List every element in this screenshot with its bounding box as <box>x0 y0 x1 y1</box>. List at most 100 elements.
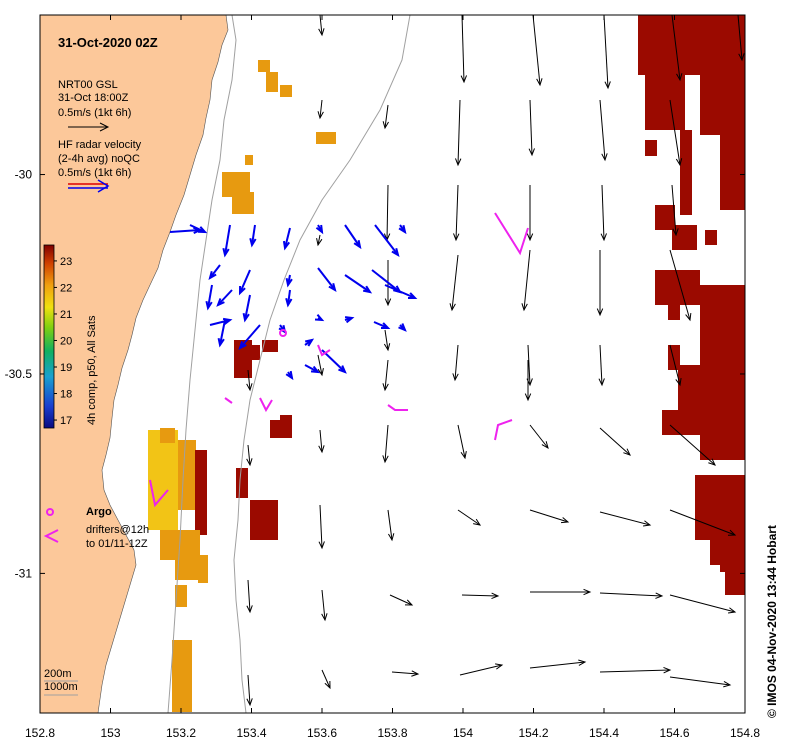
radar-arrow <box>344 316 355 324</box>
model-arrow <box>529 659 587 669</box>
sst-cell <box>236 468 248 498</box>
radar-arrow <box>189 224 208 234</box>
model-arrow <box>526 185 534 242</box>
model-arrow <box>669 676 732 688</box>
sst-cell <box>645 140 657 156</box>
legend-drifters-line1: drifters@12h <box>86 524 149 536</box>
coastline-land <box>40 15 229 713</box>
legend-isobath-1000: 1000m <box>44 681 78 693</box>
legend-drifters: Argo drifters@12h to 01/11-12Z <box>43 506 149 550</box>
model-arrow <box>317 99 324 120</box>
radar-arrow <box>374 224 400 258</box>
colorbar-tick-label: 20 <box>60 335 72 347</box>
model-arrow <box>382 104 389 130</box>
colorbar-label: 4h comp, p50, All Sats <box>86 315 98 425</box>
x-tick-label: 154.2 <box>518 726 548 740</box>
radar-arrow <box>315 224 324 235</box>
sst-cell <box>178 440 196 510</box>
sst-cell <box>316 132 336 144</box>
sst-cell <box>175 585 187 607</box>
model-arrow <box>532 15 543 87</box>
model-arrow <box>382 424 389 464</box>
radar-arrow <box>285 274 293 288</box>
radar-arrow <box>314 314 325 322</box>
radar-arrow <box>373 321 391 330</box>
model-arrow <box>459 663 504 676</box>
y-tick-label: -30 <box>15 168 33 182</box>
model-arrow <box>599 511 652 527</box>
x-tick-label: 153 <box>100 726 120 740</box>
axis-ticks <box>39 15 746 713</box>
radar-arrow <box>285 289 293 308</box>
sst-cell <box>720 135 745 210</box>
radar-arrow <box>238 269 251 296</box>
drifter-marker-icon <box>43 529 59 543</box>
model-arrow <box>391 670 420 677</box>
x-tick-label: 152.8 <box>25 726 55 740</box>
model-arrow <box>524 360 532 402</box>
model-arrow <box>600 184 607 242</box>
model-arrow <box>382 359 389 392</box>
model-arrow <box>461 592 500 600</box>
radar-arrow <box>344 274 373 294</box>
colorbar-tick-label: 17 <box>60 415 72 427</box>
sst-cell <box>198 555 208 583</box>
sst-cell <box>638 15 745 75</box>
model-arrow <box>318 429 325 454</box>
model-arrow <box>455 99 462 167</box>
sst-cell <box>720 560 732 572</box>
radar-arrow <box>344 224 362 250</box>
x-tick-label: 153.8 <box>377 726 407 740</box>
radar-arrow <box>249 224 257 248</box>
sst-cell <box>258 60 270 72</box>
legend-model-arrow <box>68 122 110 132</box>
radar-arrow <box>285 370 294 381</box>
credit-label: © IMOS 04-Nov-2020 13:44 Hobart <box>765 525 779 718</box>
model-arrow <box>529 424 549 450</box>
legend-radar-line1: HF radar velocity <box>58 139 142 151</box>
model-arrow <box>321 589 328 622</box>
y-tick-label: -31 <box>15 566 33 580</box>
model-arrow <box>318 15 325 37</box>
model-arrow <box>246 674 253 707</box>
drifter-tracks <box>149 212 529 508</box>
model-arrow <box>596 250 604 317</box>
drifter-track <box>149 479 169 508</box>
model-arrow <box>246 444 253 467</box>
colorbar-ticks: 17 18 19 20 21 22 23 <box>54 256 72 427</box>
model-arrow <box>671 184 679 237</box>
drifter-track <box>224 397 233 404</box>
sst-cell <box>700 75 745 135</box>
map-title: 31-Oct-2020 02Z <box>58 35 158 50</box>
model-arrow <box>603 15 611 90</box>
model-arrow <box>737 15 745 62</box>
radar-arrow <box>282 227 291 251</box>
sst-cell <box>148 430 178 530</box>
isobath-1000m <box>233 15 411 713</box>
sst-cell <box>700 420 745 460</box>
y-axis-tick-labels: -30 -30.5 -31 <box>5 168 33 581</box>
legend-drifters-line2: to 01/11-12Z <box>86 538 148 550</box>
model-arrow <box>599 666 672 674</box>
drifter-track <box>387 404 408 411</box>
x-tick-label: 153.6 <box>307 726 337 740</box>
model-arrow <box>669 509 737 536</box>
model-arrow <box>457 509 482 526</box>
radar-velocity-arrows <box>169 224 418 381</box>
sst-cell <box>668 345 680 370</box>
model-arrow <box>321 669 331 690</box>
model-arrow <box>387 509 395 542</box>
model-arrow <box>599 427 631 456</box>
colorbar-gradient <box>43 244 55 429</box>
model-arrow <box>529 509 570 524</box>
isobath-lines <box>167 15 411 713</box>
colorbar-tick-label: 19 <box>60 362 72 374</box>
model-arrow <box>599 592 664 599</box>
x-tick-label: 154.6 <box>659 726 689 740</box>
drifter-track <box>494 212 529 256</box>
sst-cell <box>280 415 292 427</box>
legend-model-line3: 0.5m/s (1kt 6h) <box>58 107 131 119</box>
model-arrow <box>669 99 683 167</box>
isobath-200m <box>167 15 237 713</box>
